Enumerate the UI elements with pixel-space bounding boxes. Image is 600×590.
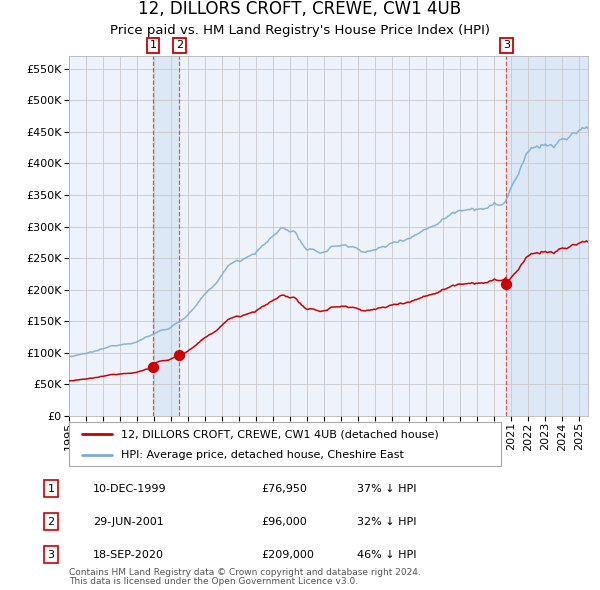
Bar bbox=[153, 56, 179, 416]
Text: HPI: Average price, detached house, Cheshire East: HPI: Average price, detached house, Ches… bbox=[121, 450, 404, 460]
Text: 46% ↓ HPI: 46% ↓ HPI bbox=[357, 550, 416, 559]
Text: 3: 3 bbox=[503, 41, 510, 51]
Text: 2: 2 bbox=[47, 517, 55, 526]
Text: 29-JUN-2001: 29-JUN-2001 bbox=[93, 517, 164, 526]
Text: 12, DILLORS CROFT, CREWE, CW1 4UB (detached house): 12, DILLORS CROFT, CREWE, CW1 4UB (detac… bbox=[121, 430, 439, 439]
Point bbox=[148, 363, 158, 372]
Bar bbox=[506, 56, 588, 416]
Point bbox=[502, 279, 511, 289]
Text: 10-DEC-1999: 10-DEC-1999 bbox=[93, 484, 167, 493]
Point bbox=[175, 350, 184, 360]
Text: £96,000: £96,000 bbox=[261, 517, 307, 526]
Text: £76,950: £76,950 bbox=[261, 484, 307, 493]
Text: 1: 1 bbox=[47, 484, 55, 493]
Text: 12, DILLORS CROFT, CREWE, CW1 4UB: 12, DILLORS CROFT, CREWE, CW1 4UB bbox=[139, 0, 461, 18]
Text: 37% ↓ HPI: 37% ↓ HPI bbox=[357, 484, 416, 493]
Text: 3: 3 bbox=[47, 550, 55, 559]
Text: 2: 2 bbox=[176, 41, 183, 51]
Text: £209,000: £209,000 bbox=[261, 550, 314, 559]
Text: 32% ↓ HPI: 32% ↓ HPI bbox=[357, 517, 416, 526]
Text: This data is licensed under the Open Government Licence v3.0.: This data is licensed under the Open Gov… bbox=[69, 578, 358, 586]
Text: Price paid vs. HM Land Registry's House Price Index (HPI): Price paid vs. HM Land Registry's House … bbox=[110, 24, 490, 37]
Text: Contains HM Land Registry data © Crown copyright and database right 2024.: Contains HM Land Registry data © Crown c… bbox=[69, 568, 421, 577]
Text: 1: 1 bbox=[149, 41, 157, 51]
Text: 18-SEP-2020: 18-SEP-2020 bbox=[93, 550, 164, 559]
